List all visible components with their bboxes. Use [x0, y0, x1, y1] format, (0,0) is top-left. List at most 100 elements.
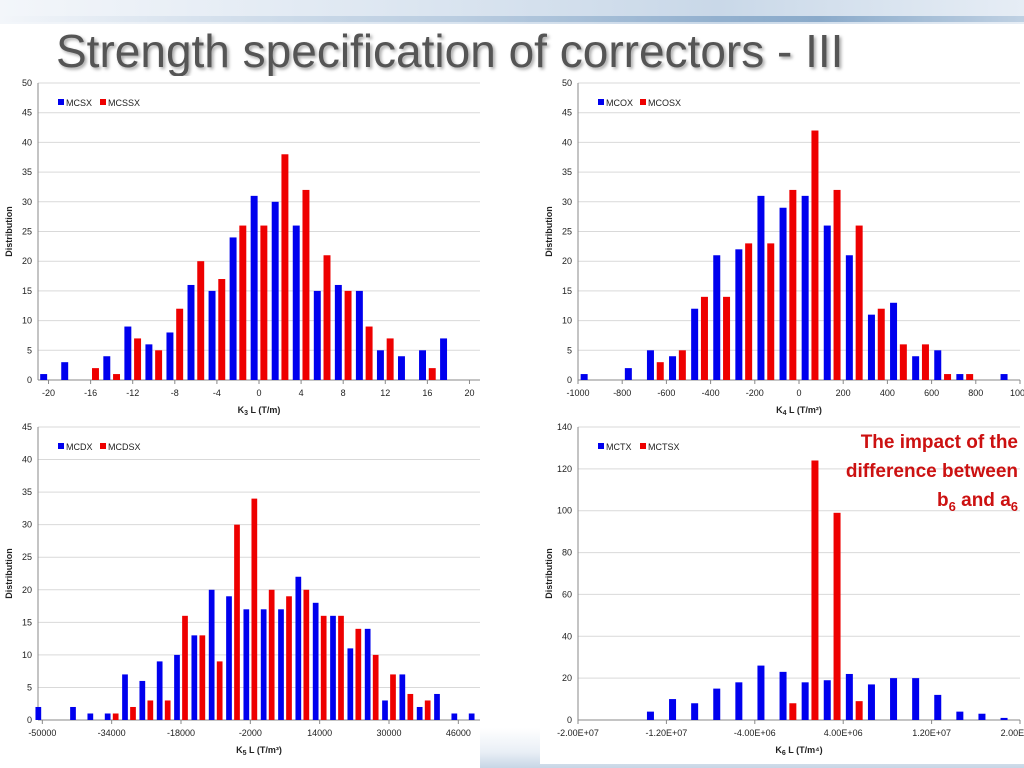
- y-axis-label: Distribution: [4, 206, 14, 257]
- legend-swatch-mcdx: [58, 443, 64, 449]
- bar-mctx: [646, 711, 654, 720]
- y-tick-label: 20: [22, 585, 32, 595]
- bar-mcdsx: [164, 700, 171, 720]
- chart-k4-octupole: 0 5 10 15 20 25 30 35 40 45 50 -1000 -800 -600 -400 -20…: [540, 76, 1024, 422]
- bar-mcssx: [239, 225, 247, 380]
- bar-mcdx: [87, 713, 94, 720]
- bar-mcdx: [364, 628, 371, 720]
- x-tick-label: 30000: [376, 728, 401, 738]
- bar-mctx: [934, 694, 942, 720]
- x-axis-label: K5 L (T/m³): [236, 745, 282, 757]
- bar-mcdsx: [338, 615, 344, 720]
- y-tick-label: 0: [27, 375, 32, 385]
- x-tick-label: -1000: [566, 388, 589, 398]
- bar-mcsx: [61, 362, 69, 380]
- chart-k3-skew-sextupole: 0 5 10 15 20 25 30 35 40 45 50 -20 -16 -12 -8 -4 0 4 8 12 16…: [0, 76, 484, 422]
- bar-mcox: [934, 350, 942, 380]
- bar-mctx: [956, 711, 964, 720]
- bar-mcdsx: [112, 713, 119, 720]
- bar-mcssx: [176, 308, 184, 380]
- legend-label-mcdx: MCDX: [66, 442, 93, 452]
- legend-label-mcox: MCOX: [606, 98, 633, 108]
- bar-mctx: [912, 678, 920, 720]
- y-tick-label: 20: [22, 256, 32, 266]
- x-tick-label: -4.00E+06: [734, 728, 776, 738]
- bar-mcdsx: [182, 615, 188, 720]
- legend-swatch-mctsx: [640, 443, 646, 449]
- bar-mcox: [801, 195, 809, 380]
- x-tick-label: 200: [836, 388, 851, 398]
- y-tick-label: 20: [562, 673, 572, 683]
- bar-mcox: [669, 356, 677, 380]
- y-tick-label: 45: [562, 108, 572, 118]
- bar-mcssx: [155, 350, 163, 380]
- bar-mcdx: [156, 661, 163, 720]
- bar-mcssx: [281, 154, 289, 380]
- chart-svg: 0 5 10 15 20 25 30 35 40 45 50 -1000 -800 -600 -400 -20…: [544, 78, 1024, 417]
- bar-mcdx: [295, 576, 302, 720]
- bar-mcosx: [833, 189, 841, 380]
- bar-mcssx: [386, 338, 394, 380]
- bar-mcdx: [139, 680, 146, 720]
- slide-title: Strength specification of correctors - I…: [56, 25, 844, 77]
- bar-mcssx: [323, 255, 331, 380]
- y-tick-label: 15: [22, 617, 32, 627]
- bar-mcox: [757, 195, 765, 380]
- y-tick-label: 10: [22, 650, 32, 660]
- x-tick-label: 4: [299, 388, 304, 398]
- bar-mcdx: [174, 654, 180, 720]
- impact-note: The impact of the difference between b6 …: [790, 428, 1018, 521]
- bar-mcdsx: [130, 706, 136, 720]
- bar-mcdx: [278, 609, 284, 720]
- bar-mcox: [735, 249, 743, 380]
- x-tick-label: 8: [341, 388, 346, 398]
- header-swoosh: [0, 16, 1024, 22]
- y-tick-label: 10: [22, 316, 32, 326]
- bar-mcdsx: [424, 700, 431, 720]
- bar-mcsx: [103, 356, 111, 380]
- bar-mcsx: [124, 326, 132, 380]
- x-tick-label: -8: [171, 388, 179, 398]
- legend-swatch-mcsx: [58, 99, 64, 105]
- y-tick-label: 20: [562, 256, 572, 266]
- bar-mcox: [624, 368, 632, 380]
- y-tick-label: 40: [22, 137, 32, 147]
- x-tick-label: -20: [42, 388, 55, 398]
- chart-svg: 0 5 10 15 20 25 30 35 40 45 50 -20 -16 -12 -8 -4 0 4 8 12 16…: [4, 78, 480, 417]
- legend-label-mctsx: MCTSX: [648, 442, 680, 452]
- bar-mcdsx: [286, 596, 292, 720]
- x-tick-label: 16: [422, 388, 432, 398]
- legend-swatch-mcssx: [100, 99, 106, 105]
- legend-label-mcsx: MCSX: [66, 98, 92, 108]
- bar-mcox: [691, 308, 699, 380]
- x-tick-label: 0: [796, 388, 801, 398]
- bar-mcox: [580, 374, 588, 380]
- y-tick-label: 0: [567, 715, 572, 725]
- bar-mctx: [669, 699, 677, 720]
- bar-mcdsx: [390, 674, 396, 720]
- bar-mctx: [713, 688, 721, 720]
- bar-mcox: [823, 225, 831, 380]
- y-tick-label: 5: [27, 682, 32, 692]
- impact-note-line3: b6 and a6: [937, 490, 1018, 514]
- y-tick-label: 0: [27, 715, 32, 725]
- bar-mcsx: [250, 195, 258, 380]
- bar-mcdx: [191, 635, 198, 720]
- y-axis-label: Distribution: [4, 548, 14, 599]
- bar-mcssx: [428, 368, 436, 380]
- bar-mcdx: [416, 706, 423, 720]
- bar-mcdx: [70, 706, 76, 720]
- bar-mcdsx: [251, 498, 258, 720]
- bar-mcdsx: [234, 524, 240, 720]
- y-tick-label: 30: [562, 197, 572, 207]
- bar-mcssx: [344, 290, 352, 380]
- bar-mcsx: [292, 225, 300, 380]
- bar-mcssx: [218, 279, 226, 380]
- bar-mcsx: [271, 201, 279, 380]
- y-tick-label: 30: [22, 520, 32, 530]
- bar-mcdsx: [372, 654, 379, 720]
- x-tick-label: 4.00E+06: [824, 728, 863, 738]
- x-tick-label: -4: [213, 388, 221, 398]
- bar-mcox: [956, 374, 964, 380]
- bar-mcosx: [855, 225, 863, 380]
